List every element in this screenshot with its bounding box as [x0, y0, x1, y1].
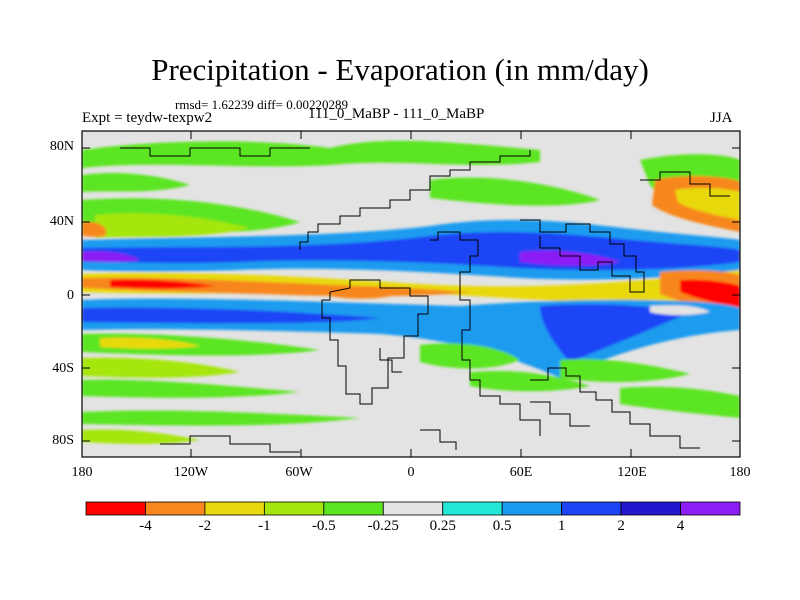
contour-west-pacific-purple — [82, 251, 140, 262]
contour-atlantic-orange — [330, 286, 400, 299]
lon-tick-120w: 120W — [173, 465, 209, 480]
contour-antarctic-yellowgreen — [82, 429, 200, 444]
contour-east-red — [680, 279, 740, 308]
colorbar-swatch — [620, 501, 681, 516]
contour-pacific-orange — [82, 221, 107, 237]
contour-indian-ocean-blue — [540, 304, 690, 362]
lat-tick-40n: 40N — [49, 214, 74, 229]
lon-tick-0: 0 — [407, 465, 415, 480]
contour-north-midlat-yellowgreen — [95, 213, 250, 238]
season-label: JJA — [710, 110, 733, 126]
colorbar-label: 2 — [617, 518, 625, 534]
lon-tick-60w: 60W — [285, 465, 313, 480]
coastline-antarctic-east — [530, 401, 590, 427]
colorbar-swatch — [442, 501, 503, 516]
coastline-north-america — [299, 150, 531, 250]
coastline-antarctic-peninsula — [420, 429, 457, 450]
contour-south-indian-green — [470, 370, 590, 392]
lat-tick-80n: 80N — [49, 139, 74, 154]
colorbar-label: -0.25 — [367, 518, 399, 534]
contour-monsoon-purple — [520, 250, 620, 266]
coastlines — [120, 147, 730, 453]
contour-north-pacific — [82, 173, 190, 192]
colorbar-swatch — [382, 501, 444, 516]
colorbar-swatch — [323, 501, 384, 516]
experiment-name: 111_0_MaBP - 111_0_MaBP — [308, 106, 485, 122]
coastline-arctic — [120, 147, 310, 157]
colorbar-swatch — [501, 501, 563, 516]
contour-antarctic-green — [82, 410, 360, 426]
colorbar-label: 1 — [557, 518, 566, 534]
colorbar-swatch — [561, 501, 622, 516]
colorbar — [85, 501, 741, 516]
colorbar-label: -0.5 — [311, 518, 336, 534]
rmsd-diff-stats: rmsd= 1.62239 diff= 0.00220289 — [175, 97, 348, 112]
colorbar-swatch — [145, 501, 206, 516]
contour-indian-ocean-gray — [650, 305, 710, 315]
coastline-asia — [520, 219, 645, 293]
colorbar-label: 0.25 — [429, 518, 456, 534]
contour-south-atlantic-green — [420, 343, 520, 369]
lat-tick-40s: 40S — [52, 361, 74, 376]
lat-tick-80s: 80S — [52, 433, 74, 448]
colorbar-swatch — [85, 501, 146, 516]
lon-tick-60e: 60E — [509, 465, 533, 480]
colorbar-label: 0.5 — [492, 518, 512, 534]
tick-marks — [82, 131, 740, 457]
contour-south-indian-green-2 — [560, 358, 690, 383]
colorbar-label: -1 — [258, 518, 271, 534]
colorbar-swatch — [263, 501, 325, 516]
coastline-antarctic-west — [160, 435, 300, 453]
experiment-label: Expt = teydw-texpw2 — [82, 110, 213, 126]
coastline-africa — [430, 231, 541, 436]
lon-tick-120e: 120E — [617, 465, 647, 480]
lon-tick-180w: 180 — [71, 465, 93, 480]
precip-evap-field — [82, 131, 740, 457]
contour-southern-ocean-green — [620, 386, 740, 418]
contour-south-pacific-yellowgreen — [82, 357, 240, 378]
contour-asia-green — [430, 177, 600, 206]
colorbar-label: 4 — [676, 518, 685, 534]
coastline-southeast — [530, 367, 700, 449]
lat-tick-0: 0 — [67, 288, 74, 303]
contour-equator-red-west — [110, 279, 215, 289]
lon-tick-180e: 180 — [729, 465, 751, 480]
contour-south-pacific-yellow — [100, 337, 200, 349]
coastline-northeast-asia — [640, 171, 730, 197]
colorbar-label: -2 — [198, 518, 212, 534]
contour-south-pacific-green-2 — [82, 379, 300, 398]
map-title: Precipitation - Evaporation (in mm/day) — [151, 52, 649, 87]
colorbar-swatch — [680, 501, 741, 516]
colorbar-swatch — [204, 501, 265, 516]
coastline-island-atlantic — [379, 348, 402, 373]
colorbar-label: -4 — [139, 518, 152, 534]
contour-south-pacific-blue — [82, 307, 380, 324]
coastline-south-america — [321, 279, 429, 405]
